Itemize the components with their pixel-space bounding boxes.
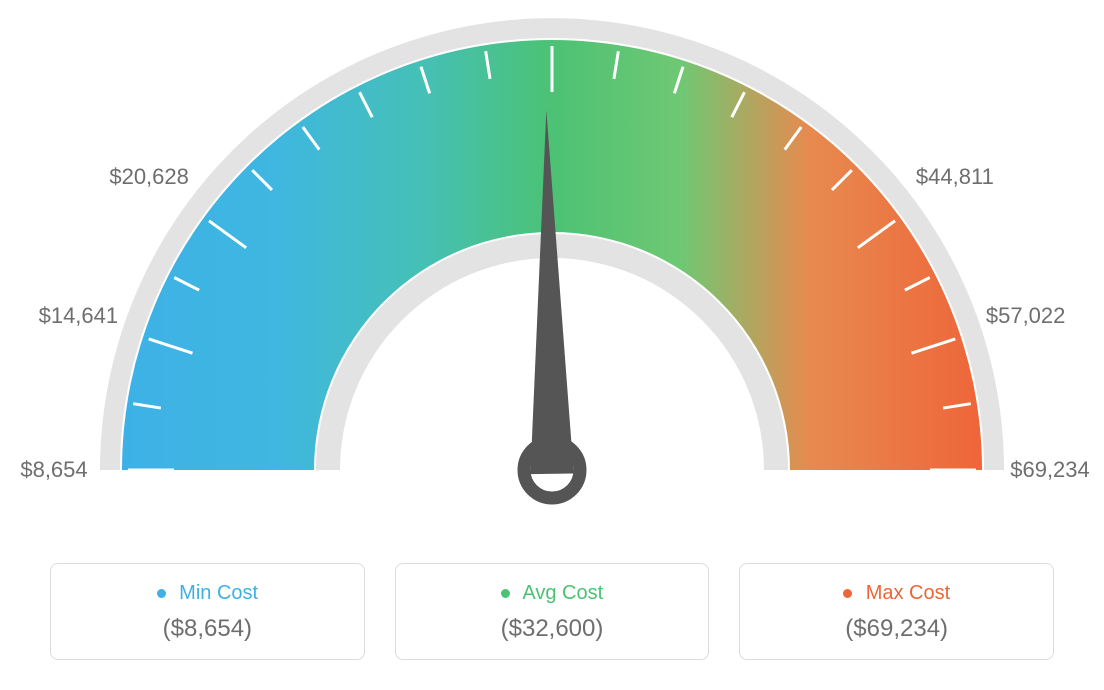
legend-label-min: Min Cost	[179, 582, 258, 604]
cost-gauge-chart: $8,654$14,641$20,628$32,600$44,811$57,02…	[0, 0, 1104, 690]
legend-row: Min Cost ($8,654) Avg Cost ($32,600) Max…	[50, 563, 1054, 660]
gauge-tick-label: $8,654	[20, 457, 87, 483]
legend-value-min: ($8,654)	[61, 615, 354, 643]
gauge-svg	[0, 0, 1104, 520]
legend-card-min: Min Cost ($8,654)	[50, 563, 365, 660]
gauge-tick-label: $69,234	[1010, 457, 1090, 483]
legend-card-max: Max Cost ($69,234)	[739, 563, 1054, 660]
legend-card-avg: Avg Cost ($32,600)	[395, 563, 710, 660]
legend-dot-max	[843, 589, 852, 598]
legend-title-avg: Avg Cost	[406, 582, 699, 605]
legend-value-max: ($69,234)	[750, 615, 1043, 643]
legend-dot-avg	[501, 589, 510, 598]
legend-label-max: Max Cost	[866, 582, 950, 604]
gauge-tick-label: $20,628	[109, 164, 189, 190]
legend-title-max: Max Cost	[750, 582, 1043, 605]
legend-dot-min	[157, 589, 166, 598]
gauge-area: $8,654$14,641$20,628$32,600$44,811$57,02…	[0, 0, 1104, 520]
gauge-tick-label: $44,811	[916, 164, 994, 190]
legend-label-avg: Avg Cost	[522, 582, 603, 604]
legend-title-min: Min Cost	[61, 582, 354, 605]
gauge-tick-label: $57,022	[986, 303, 1066, 329]
legend-value-avg: ($32,600)	[406, 615, 699, 643]
gauge-tick-label: $14,641	[39, 303, 119, 329]
